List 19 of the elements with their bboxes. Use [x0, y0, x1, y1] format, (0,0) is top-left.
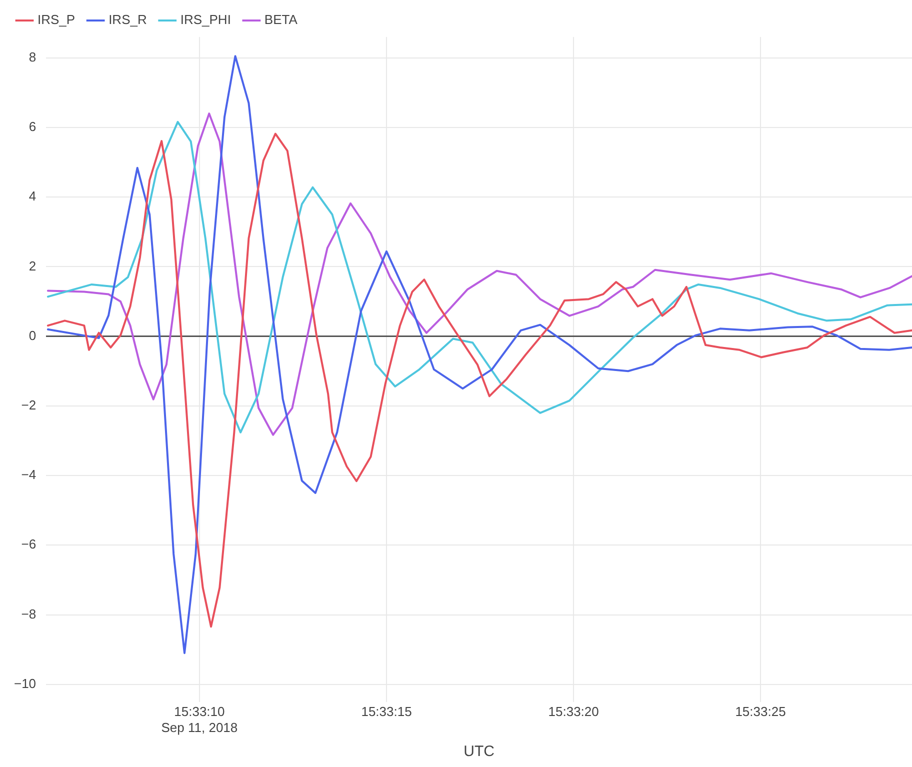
- y-tick-label: 8: [28, 49, 36, 64]
- x-tick-label: 15:33:20: [548, 704, 599, 720]
- legend-label: IRS_PHI: [180, 12, 231, 28]
- y-tick-label: 2: [28, 258, 36, 274]
- y-tick-label: 6: [28, 119, 36, 134]
- x-tick-label: 15:33:15: [361, 704, 412, 720]
- y-tick-label: −6: [21, 536, 36, 552]
- legend-label: IRS_R: [108, 12, 147, 28]
- y-tick-label: −2: [21, 398, 36, 413]
- x-tick-label: 15:33:10 Sep 11, 2018: [161, 704, 238, 735]
- y-tick-label: −8: [21, 606, 36, 622]
- legend-label: BETA: [264, 12, 298, 28]
- y-tick-label: 0: [28, 328, 36, 343]
- legend-label: IRS_P: [38, 12, 76, 28]
- y-tick-label: −10: [14, 676, 36, 691]
- x-axis-title: UTC: [464, 743, 495, 760]
- x-tick-label: 15:33:25: [735, 704, 786, 720]
- y-tick-label: 4: [28, 188, 36, 204]
- y-tick-label: −4: [21, 467, 36, 482]
